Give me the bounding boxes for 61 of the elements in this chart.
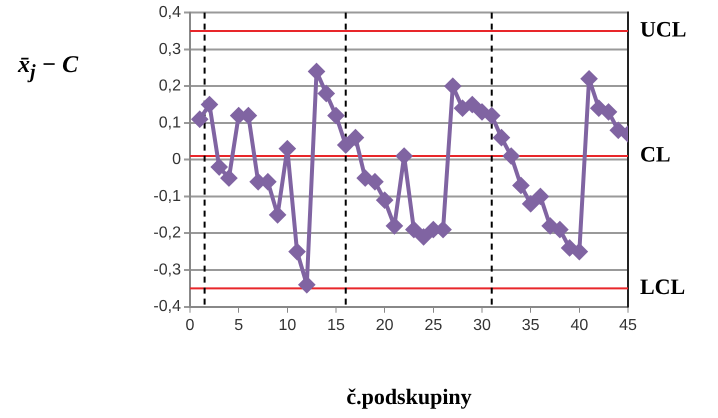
point: [600, 104, 617, 120]
y-tick-label: -0,3: [153, 261, 182, 278]
y-tick-label: -0,2: [153, 224, 182, 242]
point: [581, 70, 598, 87]
point: [376, 192, 393, 208]
point: [298, 276, 315, 293]
point: [338, 136, 354, 153]
point: [279, 140, 296, 157]
y-tick-label: -0,4: [153, 298, 182, 316]
point: [464, 96, 480, 113]
point: [220, 170, 237, 186]
point: [542, 218, 558, 234]
ref-line-label: UCL: [640, 16, 686, 42]
point: [396, 148, 412, 164]
ref-line-label: LCL: [640, 274, 686, 300]
point: [474, 104, 490, 120]
point: [318, 86, 334, 102]
y-tick-label: 0: [172, 151, 182, 168]
point: [493, 130, 510, 146]
x-tick-label: 5: [234, 316, 244, 334]
point: [192, 111, 208, 128]
point: [308, 63, 325, 80]
x-tick-label: 35: [522, 316, 540, 334]
point: [347, 130, 364, 146]
point: [328, 108, 344, 124]
point: [522, 196, 539, 212]
x-tick-label: 45: [619, 316, 637, 334]
point: [454, 100, 471, 116]
point: [416, 228, 432, 245]
point: [571, 244, 588, 260]
x-tick-label: 25: [424, 316, 442, 334]
y-tick-label: 0,4: [158, 4, 182, 22]
x-tick-label: 20: [376, 316, 394, 334]
y-tick-label: 0,3: [158, 40, 182, 58]
ref-line-label: CL: [640, 142, 671, 167]
point: [289, 244, 306, 260]
x-tick-label: 0: [186, 316, 195, 334]
x-tick-label: 30: [473, 316, 491, 334]
point: [211, 159, 228, 176]
point: [201, 96, 218, 113]
x-tick-label: 40: [570, 316, 588, 334]
point: [610, 122, 626, 138]
point: [512, 177, 529, 194]
point: [562, 240, 578, 256]
y-tick-label: -0,1: [153, 188, 182, 205]
x-axis-title: č.podskupiny: [345, 384, 473, 410]
point: [366, 174, 383, 190]
x-tick-label: 10: [278, 316, 296, 334]
point: [532, 188, 548, 204]
point: [590, 100, 607, 116]
point: [386, 218, 402, 234]
point: [357, 170, 374, 186]
x-tick-label: 15: [327, 316, 345, 334]
point: [484, 108, 500, 124]
y-tick-label: 0,2: [158, 78, 182, 95]
y-tick-label: 0,1: [158, 114, 182, 132]
point: [406, 222, 422, 238]
point: [503, 148, 520, 164]
y-axis-title: x̄$_{j}$ − C: [18, 52, 78, 84]
point: [552, 222, 568, 238]
point: [444, 78, 461, 94]
